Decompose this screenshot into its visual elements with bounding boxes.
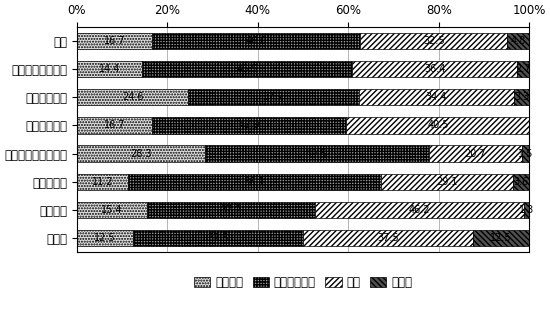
Bar [77,89,188,105]
Text: 3.6: 3.6 [513,177,529,187]
Text: 29.1: 29.1 [436,177,458,187]
Text: 24.6: 24.6 [122,92,143,102]
Text: 1.3: 1.3 [519,205,534,215]
Text: 4.8: 4.8 [510,36,526,46]
Text: 49.5: 49.5 [306,148,328,158]
Bar [353,61,517,77]
Bar [429,146,522,162]
Text: 46.5: 46.5 [236,64,258,74]
Bar [303,230,472,246]
Bar [188,89,359,105]
Text: 56.1: 56.1 [244,177,265,187]
Legend: よくある, ときどきある, ない, 無回答: よくある, ときどきある, ない, 無回答 [189,271,417,294]
Bar [381,174,513,190]
Bar [524,202,530,218]
Bar [77,202,146,218]
Bar [77,230,134,246]
Bar [360,33,508,49]
Bar [146,202,315,218]
Bar [152,117,346,134]
Bar [152,33,360,49]
Text: 16.7: 16.7 [104,36,125,46]
Text: 32.5: 32.5 [423,36,445,46]
Bar [513,174,529,190]
Text: 37.5: 37.5 [377,233,399,243]
Text: 28.3: 28.3 [130,148,152,158]
Bar [472,230,529,246]
Text: 1.5: 1.5 [518,148,534,158]
Text: 20.7: 20.7 [465,148,486,158]
Bar [142,61,353,77]
Text: 15.4: 15.4 [101,205,123,215]
Bar [77,61,142,77]
Text: 11.2: 11.2 [91,177,113,187]
Text: 16.7: 16.7 [104,120,125,130]
Bar [359,89,514,105]
Bar [128,174,381,190]
Bar [517,61,529,77]
Bar [77,146,205,162]
Text: 42.9: 42.9 [239,120,260,130]
Bar [205,146,429,162]
Bar [315,202,524,218]
Text: 14.4: 14.4 [99,64,120,74]
Text: 37.5: 37.5 [207,233,229,243]
Bar [522,146,529,162]
Text: 36.4: 36.4 [424,64,446,74]
Text: 2.7: 2.7 [515,64,531,74]
Text: 34.4: 34.4 [426,92,447,102]
Bar [77,117,152,134]
Text: 3.3: 3.3 [514,92,529,102]
Text: 37.7: 37.7 [262,92,284,102]
Bar [514,89,529,105]
Bar [134,230,303,246]
Text: 12.5: 12.5 [95,233,116,243]
Text: 46.0: 46.0 [246,36,267,46]
Bar [77,33,152,49]
Text: 46.2: 46.2 [409,205,430,215]
Bar [77,174,128,190]
Text: 12.5: 12.5 [490,233,512,243]
Text: 37.2: 37.2 [220,205,241,215]
Text: 40.5: 40.5 [427,120,449,130]
Bar [508,33,529,49]
Bar [346,117,530,134]
